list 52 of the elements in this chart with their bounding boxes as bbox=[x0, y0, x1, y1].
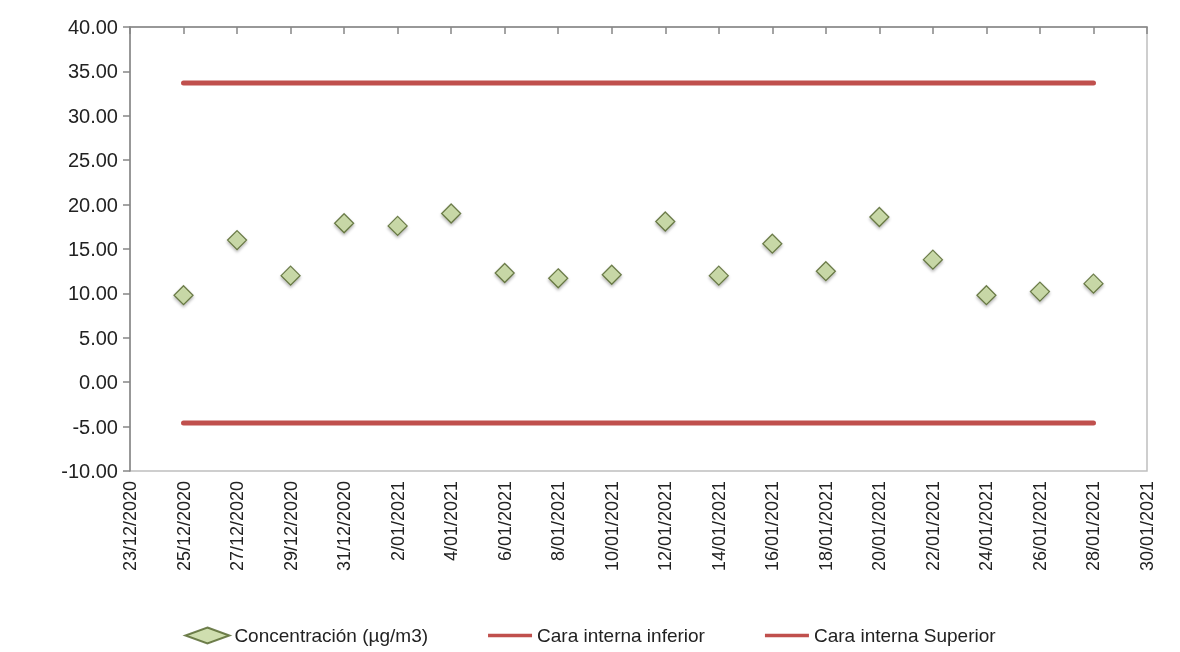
point bbox=[655, 211, 676, 232]
point bbox=[441, 203, 462, 224]
point bbox=[494, 262, 515, 284]
point bbox=[548, 268, 569, 289]
x-tick-label: 16/01/2021 bbox=[762, 481, 783, 572]
y-tick-label: 35.00 bbox=[67, 60, 118, 83]
x-tick-label: 23/12/2020 bbox=[120, 481, 140, 572]
point bbox=[1083, 273, 1104, 294]
y-tick-label: 20.00 bbox=[67, 193, 118, 216]
x-tick-label: 31/12/2020 bbox=[334, 481, 355, 572]
x-tick-label: 22/01/2021 bbox=[922, 481, 943, 572]
x-tick-label: 6/01/2021 bbox=[494, 481, 515, 562]
legend-label: Cara interna Superior bbox=[813, 625, 997, 646]
point bbox=[976, 285, 997, 306]
y-tick-label: 30.00 bbox=[67, 104, 118, 127]
point bbox=[226, 229, 248, 251]
point bbox=[333, 213, 355, 234]
point bbox=[922, 249, 944, 270]
point bbox=[815, 261, 836, 282]
x-tick-label: 24/01/2021 bbox=[976, 481, 997, 572]
x-tick-label: 26/01/2021 bbox=[1029, 481, 1050, 572]
x-tick-label: 4/01/2021 bbox=[441, 481, 462, 562]
y-tick-label: 10.00 bbox=[67, 282, 118, 305]
x-tick-label: 30/01/2021 bbox=[1137, 481, 1157, 572]
point bbox=[601, 264, 622, 285]
y-tick-label: -5.00 bbox=[72, 415, 118, 438]
point bbox=[762, 233, 783, 254]
x-tick-label: 12/01/2021 bbox=[655, 481, 676, 572]
point bbox=[387, 215, 408, 237]
y-tick-label: 5.00 bbox=[79, 326, 118, 349]
point bbox=[869, 206, 890, 228]
x-tick-label: 18/01/2021 bbox=[815, 481, 836, 572]
x-tick-label: 27/12/2020 bbox=[227, 481, 248, 572]
x-tick-label: 25/12/2020 bbox=[173, 481, 194, 572]
x-tick-label: 28/01/2021 bbox=[1083, 481, 1104, 572]
point bbox=[708, 265, 729, 286]
point bbox=[280, 265, 301, 286]
y-tick-label: 25.00 bbox=[67, 149, 118, 172]
x-tick-label: 20/01/2021 bbox=[869, 481, 890, 572]
y-tick-label: 15.00 bbox=[67, 238, 118, 260]
x-tick-label: 29/12/2020 bbox=[280, 481, 301, 572]
x-tick-label: 2/01/2021 bbox=[387, 481, 408, 562]
legend-label: Concentración (µg/m3) bbox=[234, 625, 429, 646]
legend-label: Cara interna inferior bbox=[537, 625, 706, 646]
x-tick-label: 10/01/2021 bbox=[601, 481, 622, 572]
point bbox=[173, 285, 194, 306]
y-tick-label: 40.00 bbox=[67, 16, 118, 38]
x-tick-label: 8/01/2021 bbox=[548, 481, 569, 562]
y-tick-label: 0.00 bbox=[79, 371, 118, 394]
y-tick-label: -10.00 bbox=[61, 460, 118, 482]
point bbox=[1029, 281, 1051, 302]
x-tick-label: 14/01/2021 bbox=[708, 481, 729, 572]
